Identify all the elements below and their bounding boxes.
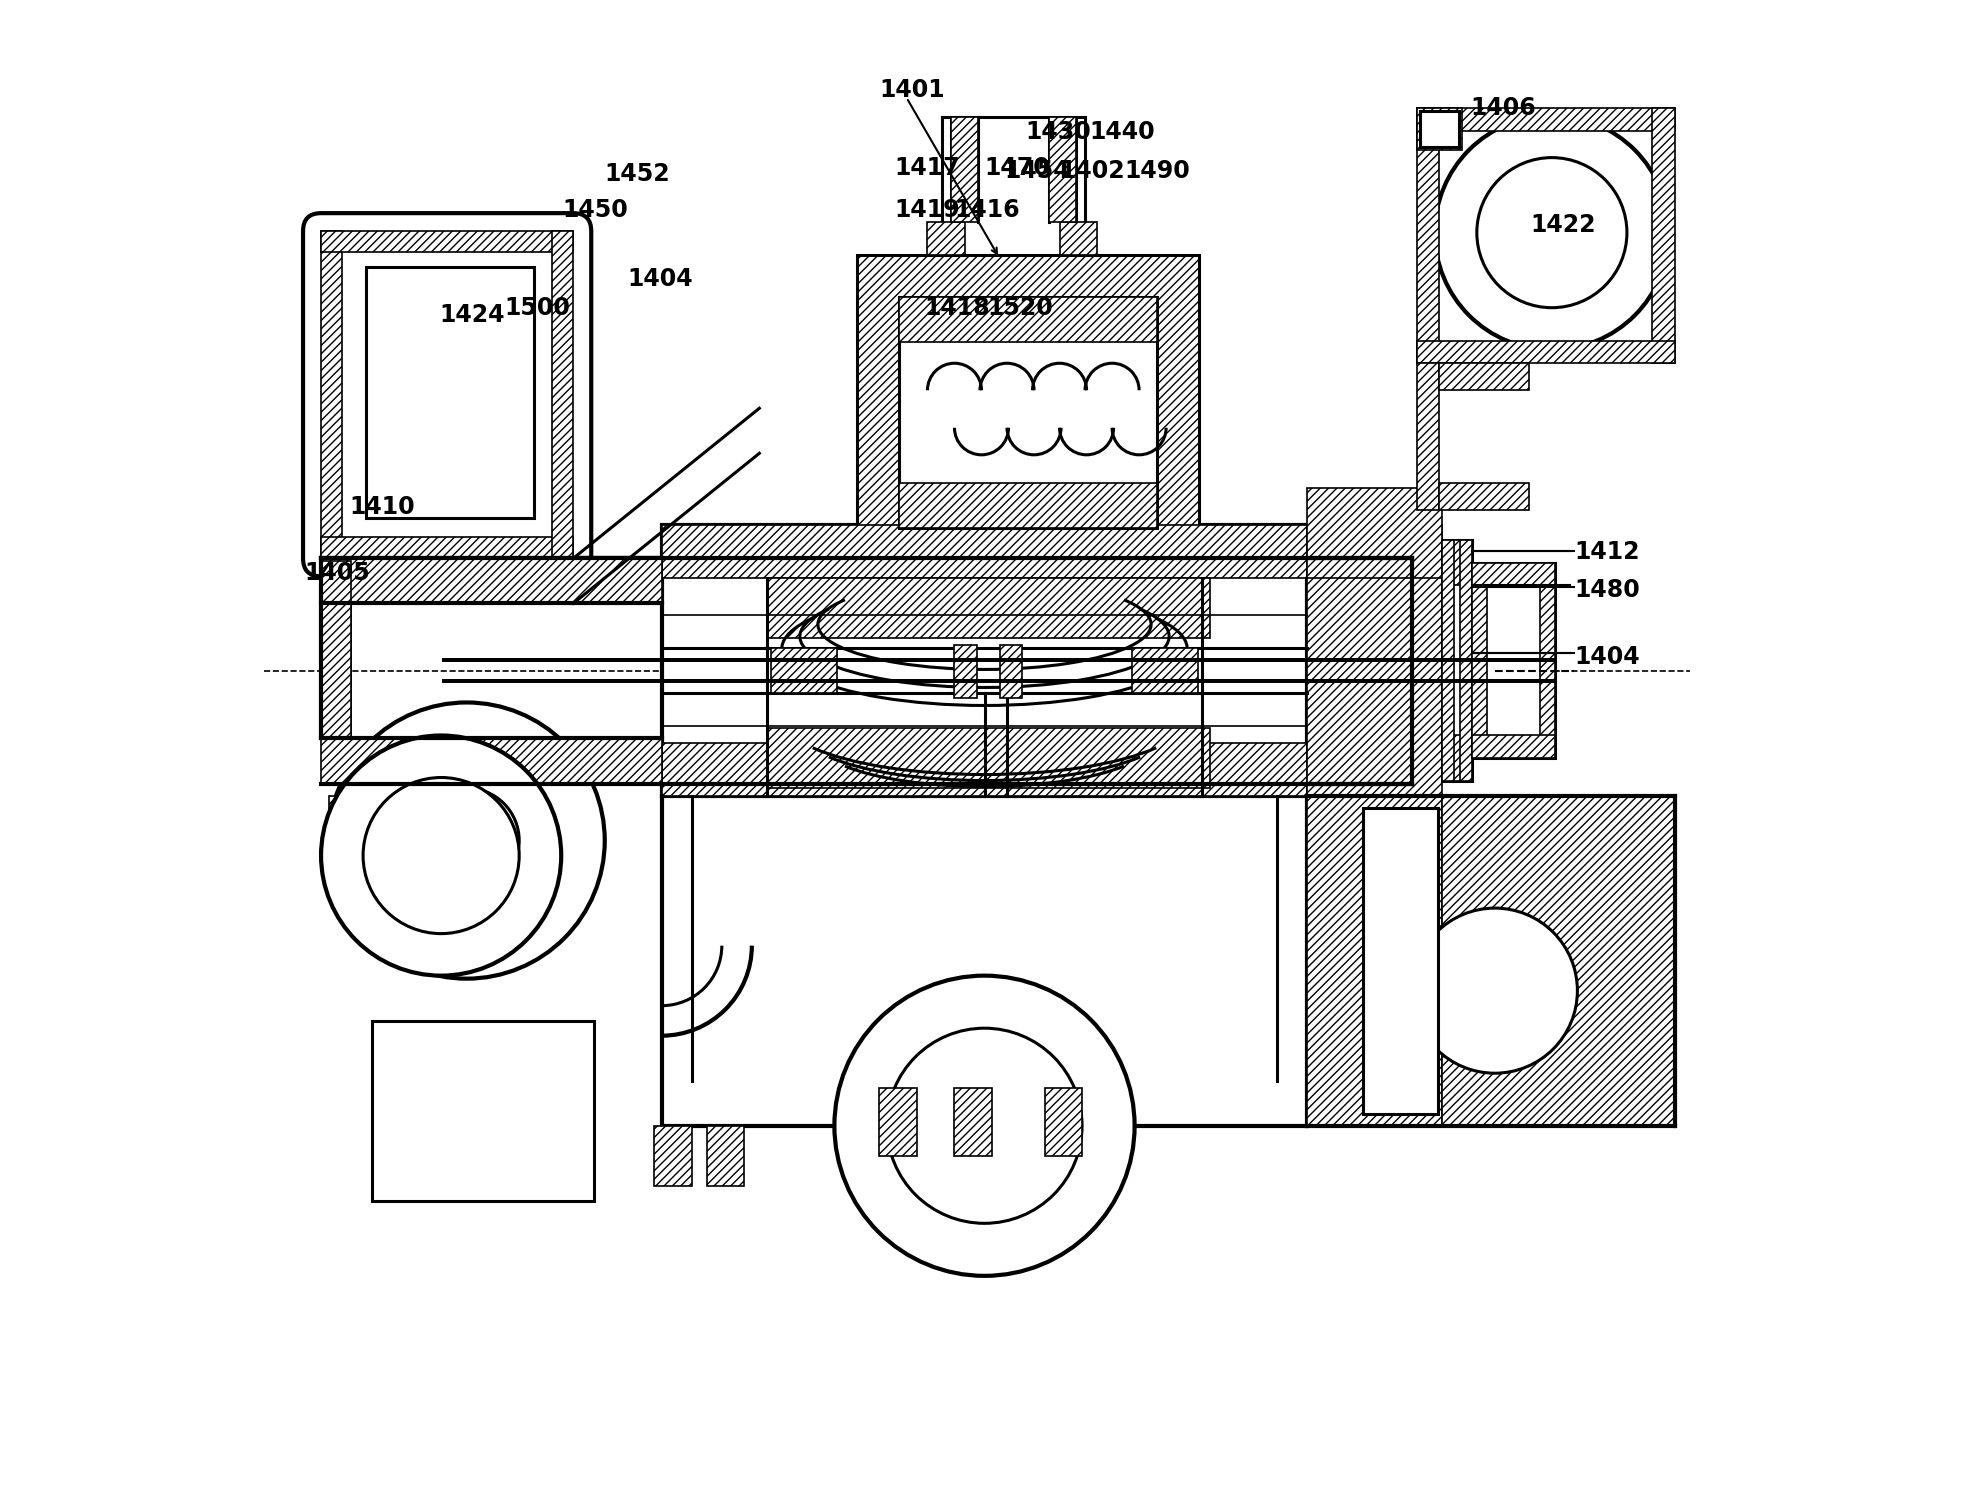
Text: 1422: 1422 [1530,213,1597,237]
Bar [955,645,977,698]
Bar [321,738,662,784]
Text: 1450: 1450 [563,198,628,222]
Bar [1443,796,1676,1126]
Bar [1049,117,1077,222]
Bar [1418,341,1676,363]
Text: 1419: 1419 [894,198,961,222]
Bar [707,1126,744,1186]
Bar [900,297,1158,342]
Bar [321,603,350,738]
Bar [900,297,1158,528]
Text: 1404: 1404 [1575,645,1640,669]
Polygon shape [329,796,376,886]
Polygon shape [766,728,1209,788]
Text: 1404: 1404 [628,267,693,291]
Bar [662,525,1307,796]
Text: 1440: 1440 [1089,120,1156,144]
Bar [1000,645,1022,698]
Bar [1363,808,1437,1114]
Bar [1044,1088,1083,1156]
Text: 1406: 1406 [1471,96,1536,120]
Circle shape [1412,908,1577,1073]
Circle shape [835,976,1134,1276]
Bar [366,267,534,518]
Text: 1480: 1480 [1575,578,1640,602]
Bar [1473,563,1487,758]
Text: 1454: 1454 [1004,159,1069,183]
Circle shape [886,1028,1083,1223]
Bar [1059,222,1097,255]
Bar [551,231,573,558]
Text: 1490: 1490 [1124,159,1189,183]
Bar [1418,108,1461,150]
Text: 1424: 1424 [439,303,506,327]
Text: 1500: 1500 [504,296,571,320]
Bar [1418,108,1676,131]
Bar [1439,483,1530,510]
Text: 1410: 1410 [350,495,415,519]
Bar [1418,108,1439,363]
Bar [1307,525,1443,796]
Bar [654,1126,691,1186]
Circle shape [1435,116,1670,350]
Text: 1412: 1412 [1575,540,1640,564]
Bar [1443,540,1455,781]
Bar [1473,563,1556,758]
Bar [1439,363,1530,390]
Bar [1307,488,1443,578]
Bar [955,1088,992,1156]
Circle shape [1366,863,1622,1118]
Text: 1405: 1405 [305,561,370,585]
Circle shape [1477,158,1626,308]
Bar [321,231,343,558]
Bar [1420,111,1459,147]
Bar [900,483,1158,528]
Bar [1132,648,1197,693]
Text: 1470: 1470 [984,156,1049,180]
Text: 1417: 1417 [894,156,961,180]
Bar [662,743,1307,796]
Bar [1418,363,1439,510]
Bar [321,561,350,738]
Circle shape [376,750,557,931]
Bar [927,222,965,255]
Text: 1416: 1416 [955,198,1020,222]
Bar [1307,796,1443,1126]
Text: 1452: 1452 [604,162,669,186]
Bar [662,525,1307,578]
Text: 1402: 1402 [1059,159,1124,183]
Bar [1461,540,1473,781]
Text: 1520: 1520 [988,296,1053,320]
Bar [1443,735,1473,781]
FancyBboxPatch shape [303,213,591,576]
Bar [1473,735,1556,758]
Bar [1307,796,1443,886]
Bar [321,558,662,603]
Bar [372,1021,595,1201]
Bar [1473,563,1556,585]
Circle shape [329,702,604,979]
Bar [772,648,837,693]
Bar [1540,563,1556,758]
Bar [1443,540,1473,585]
Bar [1443,540,1473,781]
Bar [321,231,573,252]
Bar [321,537,573,558]
Polygon shape [766,578,1209,638]
Bar [857,255,1199,570]
Bar [951,117,979,222]
Text: 1430: 1430 [1026,120,1091,144]
Bar [880,1088,918,1156]
Text: 1418: 1418 [925,296,990,320]
Bar [1652,108,1676,363]
Text: 1401: 1401 [880,78,945,102]
Circle shape [321,735,561,976]
Circle shape [362,778,520,934]
Circle shape [413,788,520,893]
